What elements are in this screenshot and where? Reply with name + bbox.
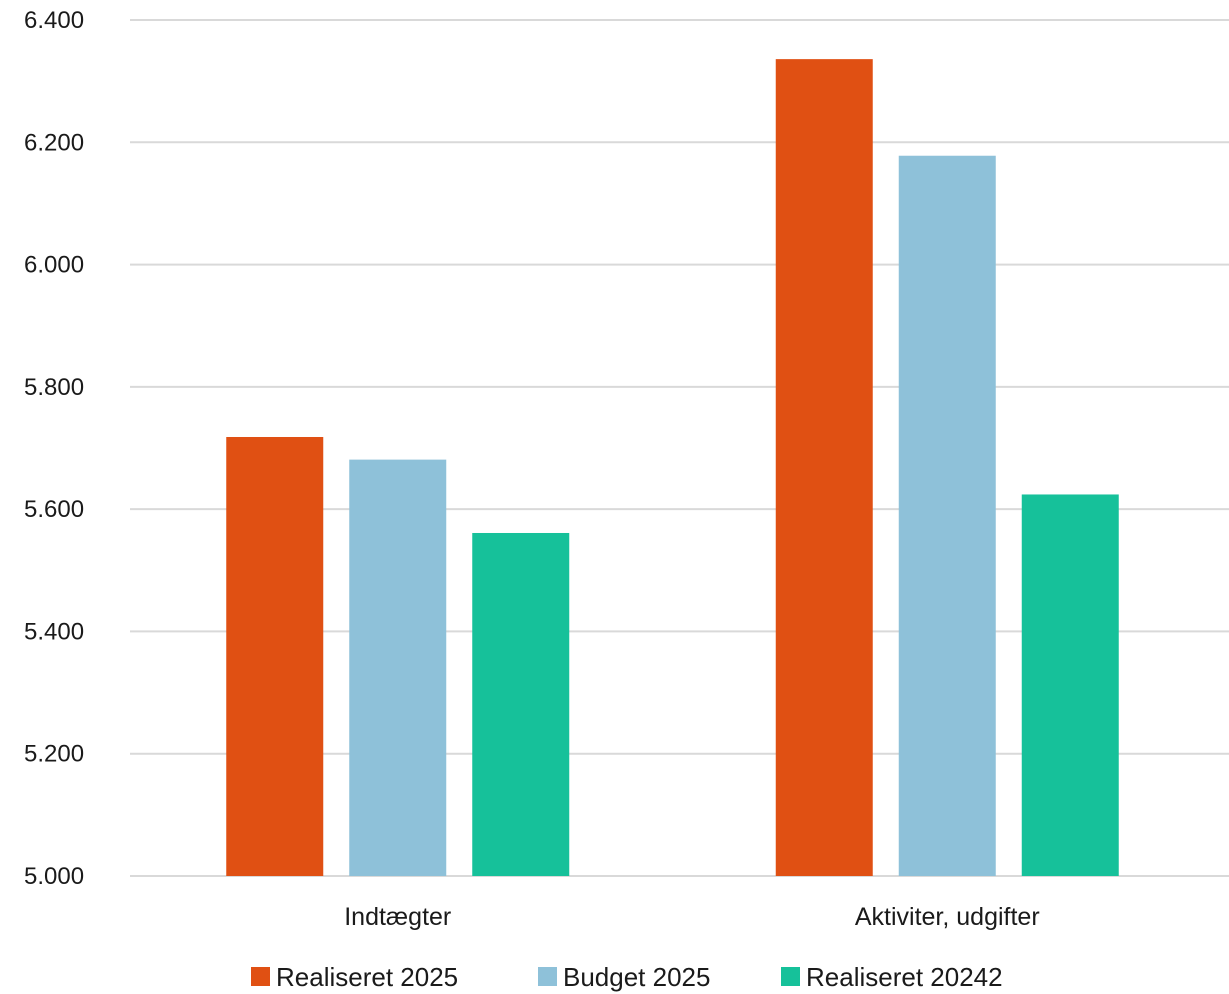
y-axis-tick-labels: 5.000 5.200 5.400 5.600 5.800 6.000 6.200 6.400 [24, 7, 84, 890]
bar [898, 155, 996, 877]
x-category-label: Aktiviter, udgifter [855, 903, 1040, 931]
legend-swatch [251, 967, 270, 986]
bar [775, 59, 873, 877]
bars [226, 59, 1119, 877]
bar [472, 532, 570, 876]
legend-label: Realiseret 20242 [806, 962, 1003, 992]
legend-swatch [781, 967, 800, 986]
bar [1021, 494, 1119, 876]
y-tick-label: 5.800 [24, 374, 84, 401]
y-tick-label: 5.000 [24, 863, 84, 890]
x-axis-category-labels: Indtægter Aktiviter, udgifter [344, 903, 1039, 931]
bar [349, 459, 447, 876]
y-tick-label: 5.600 [24, 496, 84, 523]
legend: Realiseret 2025 Budget 2025 Realiseret 202… [251, 962, 1003, 992]
y-tick-label: 6.200 [24, 129, 84, 156]
y-tick-label: 5.200 [24, 741, 84, 768]
y-tick-label: 6.400 [24, 7, 84, 34]
legend-label: Budget 2025 [563, 962, 710, 992]
y-tick-label: 6.000 [24, 252, 84, 279]
legend-label: Realiseret 2025 [276, 962, 458, 992]
bar [226, 436, 324, 876]
x-category-label: Indtægter [344, 903, 451, 931]
y-tick-label: 5.400 [24, 618, 84, 645]
legend-swatch [538, 967, 557, 986]
